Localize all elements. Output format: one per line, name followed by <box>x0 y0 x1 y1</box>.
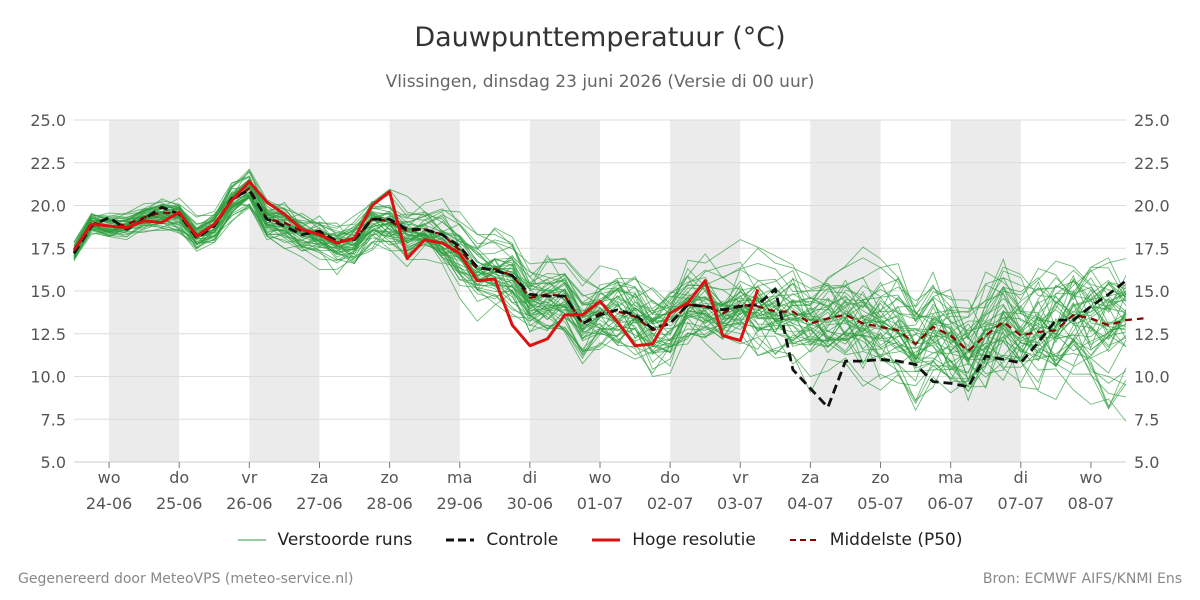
y-tick-label-left: 5.0 <box>41 453 66 472</box>
y-tick-label-right: 7.5 <box>1134 410 1159 429</box>
y-tick-label-left: 25.0 <box>30 111 66 130</box>
x-tick-day: vr <box>732 468 748 487</box>
x-tick-day: do <box>169 468 189 487</box>
ensemble-run-line <box>73 186 1127 344</box>
x-tick-day: di <box>1013 468 1028 487</box>
x-tick-date: 24-06 <box>86 494 133 513</box>
legend-item-median[interactable]: Middelste (P50) <box>789 530 963 550</box>
legend-swatch-median <box>789 539 818 541</box>
x-axis: wo 24-06 do 25-06 vr 26-06 za 27-06 zo 28-06 ma 29-… <box>86 462 1114 513</box>
x-tick-date: 28-06 <box>366 494 413 513</box>
main-series <box>72 180 1144 409</box>
legend-label-control: Controle <box>486 530 559 550</box>
ensemble-run-line <box>73 194 1127 366</box>
legend-item-control[interactable]: Controle <box>446 530 558 550</box>
legend-item-high-res[interactable]: Hoge resolutie <box>592 530 756 550</box>
control-line <box>72 188 1127 409</box>
x-tick-day: wo <box>1079 468 1102 487</box>
x-tick-day: zo <box>381 468 399 487</box>
y-tick-label-right: 12.5 <box>1134 325 1170 344</box>
high-res-line <box>72 180 760 348</box>
x-tick-date: 26-06 <box>226 494 273 513</box>
x-tick-date: 08-07 <box>1068 494 1115 513</box>
y-tick-label-left: 20.0 <box>30 197 66 216</box>
x-tick-day: vr <box>241 468 257 487</box>
ensemble-run-line <box>73 168 1127 357</box>
y-tick-label-right: 22.5 <box>1134 154 1170 173</box>
x-tick-day: za <box>801 468 819 487</box>
x-tick-date: 07-07 <box>998 494 1045 513</box>
y-tick-label-left: 22.5 <box>30 154 66 173</box>
x-tick-day: zo <box>871 468 889 487</box>
legend-label-median: Middelste (P50) <box>829 530 963 550</box>
y-tick-label-right: 25.0 <box>1134 111 1170 130</box>
x-tick-day: wo <box>98 468 121 487</box>
legend: Verstoorde runs Controle Hoge resolutie … <box>0 530 1200 550</box>
x-tick-day: za <box>310 468 328 487</box>
x-tick-date: 29-06 <box>436 494 483 513</box>
ensemble-run-line <box>73 184 1127 381</box>
y-tick-label-left: 17.5 <box>30 239 66 258</box>
x-tick-date: 06-07 <box>927 494 974 513</box>
ensemble-run-line <box>73 201 1127 382</box>
legend-label-high-res: Hoge resolutie <box>632 530 756 550</box>
x-tick-date: 30-06 <box>507 494 554 513</box>
x-tick-day: do <box>660 468 680 487</box>
x-tick-date: 02-07 <box>647 494 694 513</box>
footer-generated-by: Gegenereerd door MeteoVPS (meteo-service… <box>18 571 354 587</box>
ensemble-run-line <box>73 176 1127 381</box>
legend-swatch-control <box>446 538 475 542</box>
y-axis-left: 5.0 7.5 10.0 12.5 15.0 17.5 20.0 22.5 25.0 <box>30 111 66 472</box>
legend-swatch-ensemble <box>237 539 266 541</box>
ensemble-run-line <box>73 206 1127 365</box>
y-axis-right: 5.0 7.5 10.0 12.5 15.0 17.5 20.0 22.5 25.0 <box>1134 111 1170 472</box>
y-tick-label-right: 20.0 <box>1134 197 1170 216</box>
y-tick-label-left: 7.5 <box>41 410 66 429</box>
chart-subtitle: Vlissingen, dinsdag 23 juni 2026 (Versie… <box>385 72 815 92</box>
y-tick-label-right: 5.0 <box>1134 453 1159 472</box>
chart-title: Dauwpunttemperatuur (°C) <box>414 22 786 53</box>
legend-item-ensemble[interactable]: Verstoorde runs <box>237 530 413 550</box>
y-tick-label-right: 10.0 <box>1134 368 1170 387</box>
x-tick-day: ma <box>447 468 472 487</box>
footer-source: Bron: ECMWF AIFS/KNMI Ens <box>982 571 1182 587</box>
x-tick-date: 01-07 <box>577 494 624 513</box>
ensemble-run-line <box>73 195 1127 394</box>
x-tick-date: 04-07 <box>787 494 834 513</box>
x-tick-day: ma <box>938 468 963 487</box>
y-tick-label-right: 15.0 <box>1134 282 1170 301</box>
legend-swatch-high-res <box>592 538 621 542</box>
legend-label-ensemble: Verstoorde runs <box>277 530 413 550</box>
y-tick-label-left: 12.5 <box>30 325 66 344</box>
x-tick-date: 03-07 <box>717 494 764 513</box>
ensemble-run-line <box>73 203 1127 408</box>
x-tick-date: 25-06 <box>156 494 203 513</box>
x-tick-day: di <box>523 468 538 487</box>
y-tick-label-left: 15.0 <box>30 282 66 301</box>
y-tick-label-right: 17.5 <box>1134 239 1170 258</box>
y-tick-label-left: 10.0 <box>30 368 66 387</box>
x-tick-date: 27-06 <box>296 494 343 513</box>
x-tick-day: wo <box>589 468 612 487</box>
ensemble-run-line <box>73 196 1127 393</box>
x-tick-date: 05-07 <box>857 494 904 513</box>
